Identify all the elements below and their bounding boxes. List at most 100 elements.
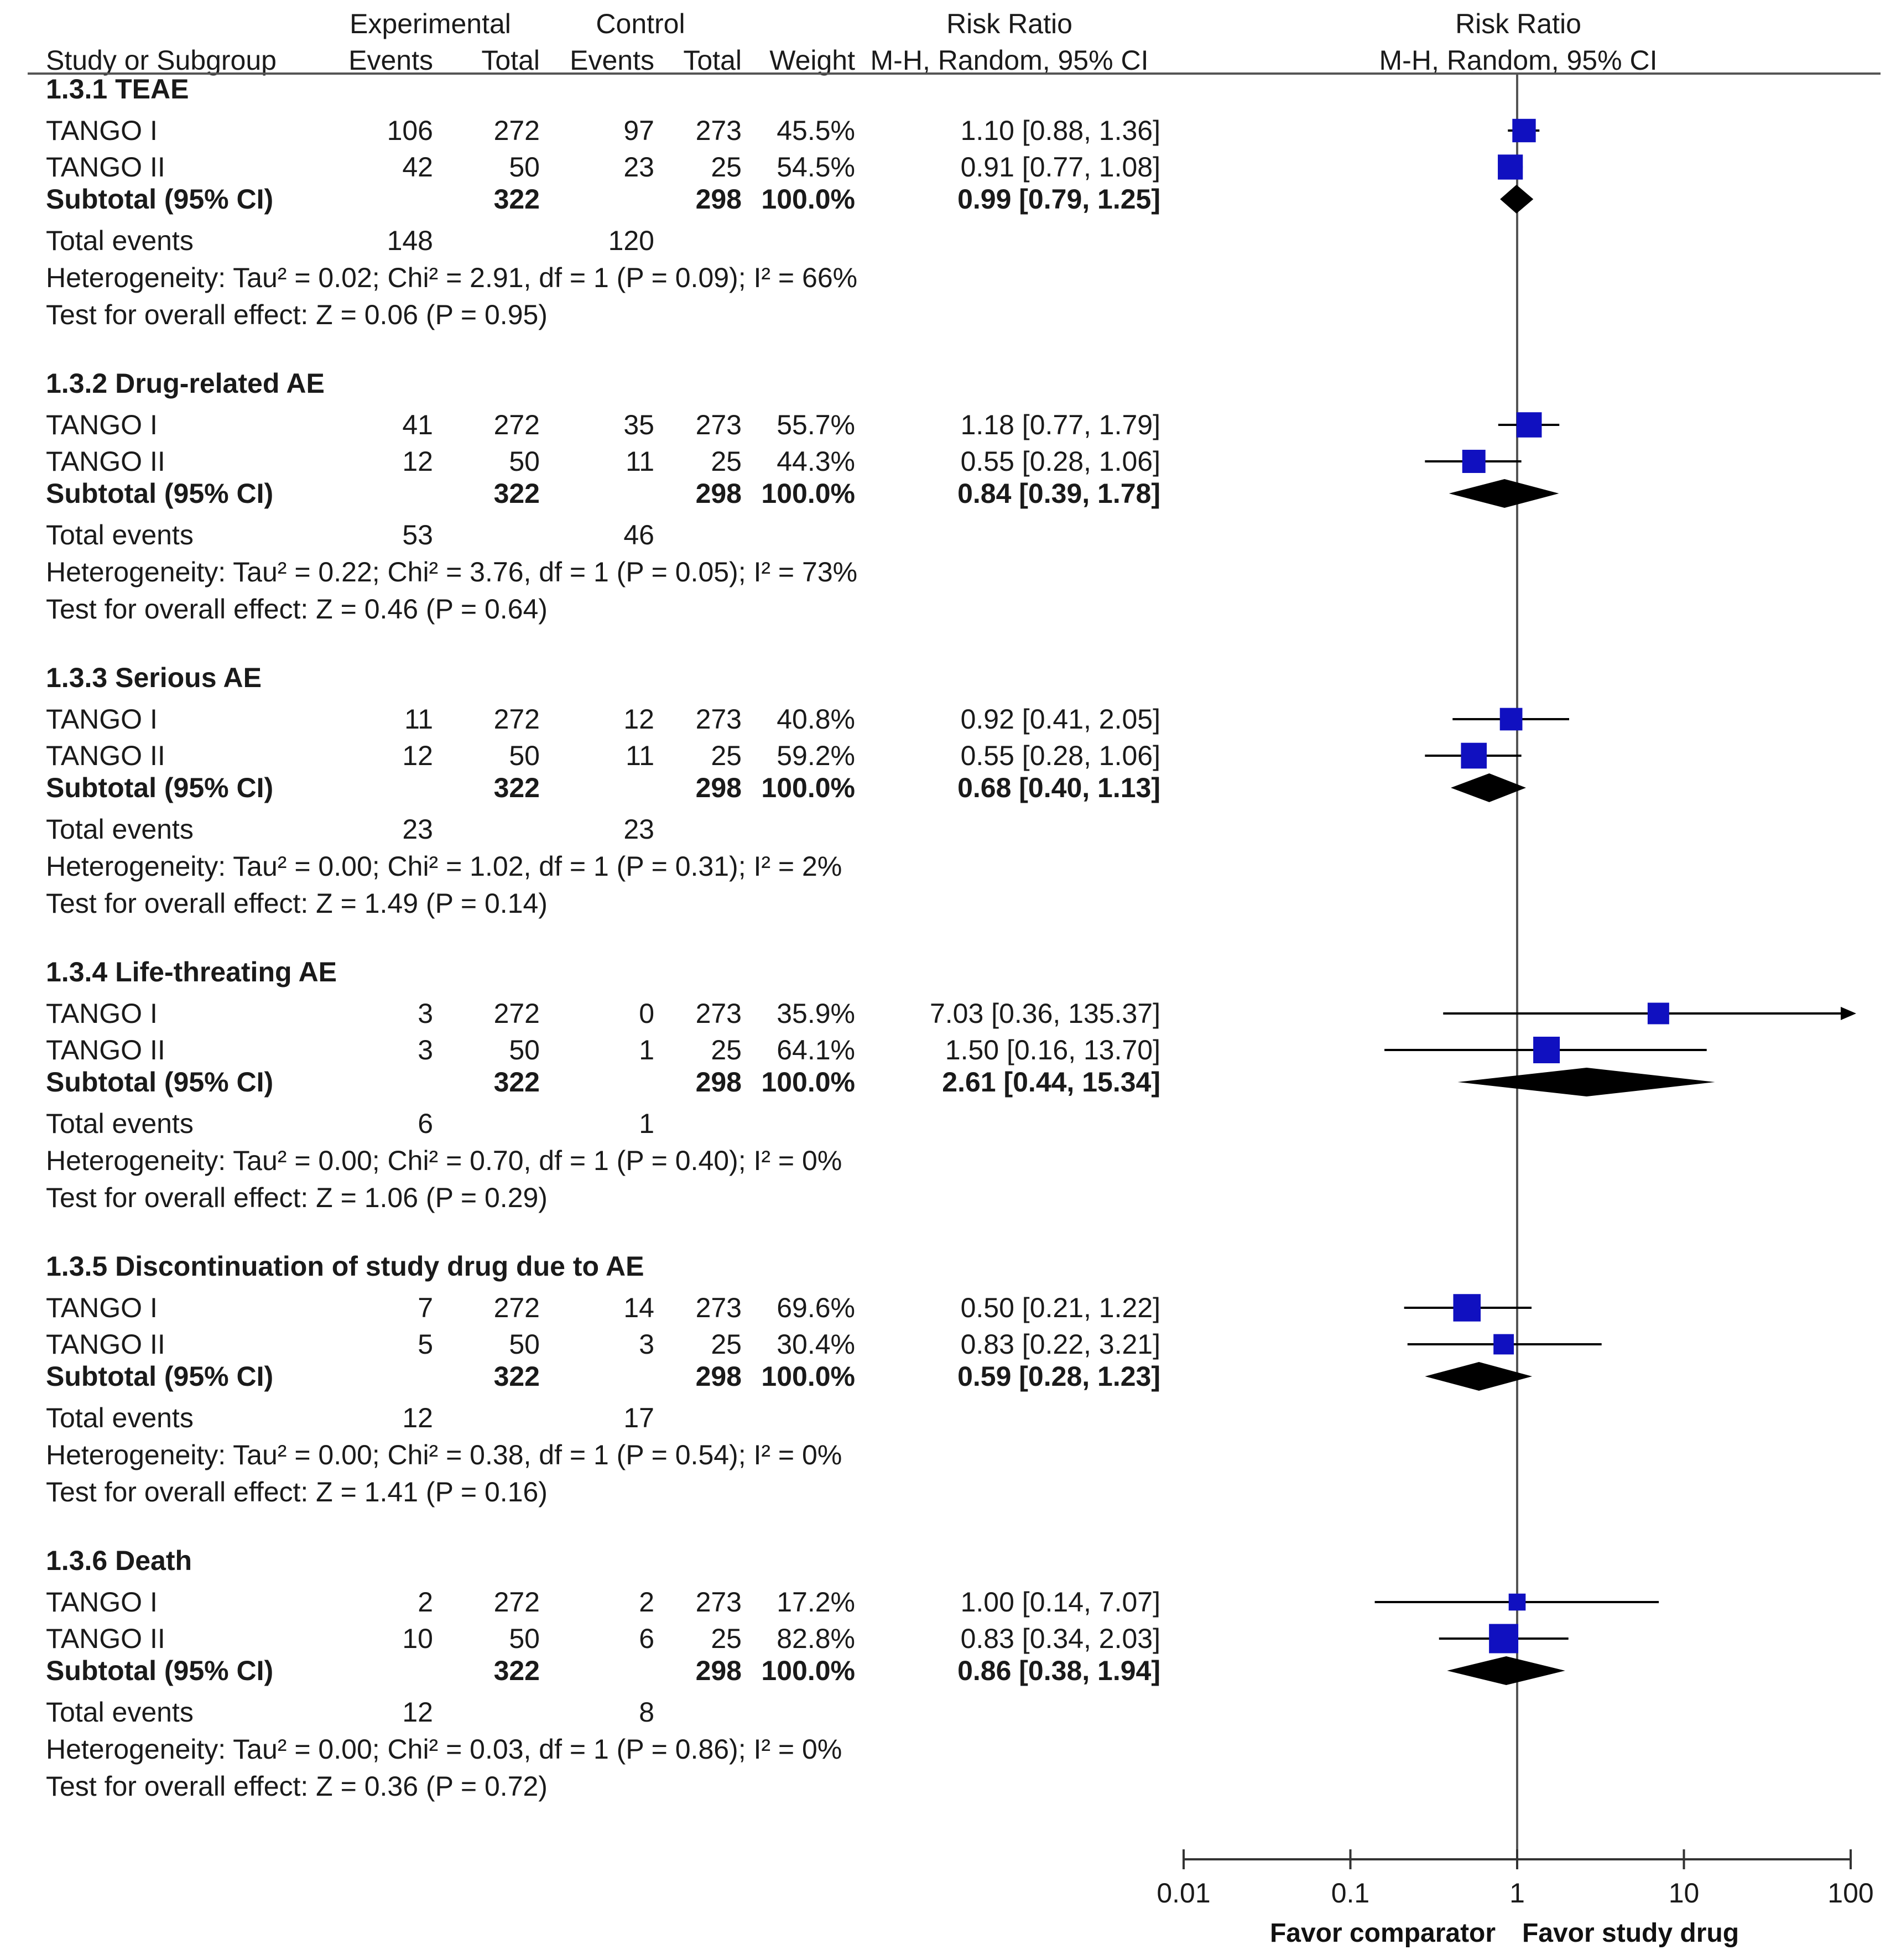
study-row: TANGO I 7 272 14 273 69.6% 0.50 [0.21, 1.22] [46, 1292, 1160, 1323]
subtotal-exp-total: 322 [494, 1655, 540, 1686]
study-row: TANGO I 2 272 2 273 17.2% 1.00 [0.14, 7.07] [46, 1587, 1160, 1618]
study-name: TANGO II [46, 1034, 165, 1065]
x-axis-tick-label: 1 [1509, 1878, 1525, 1909]
study-name: TANGO II [46, 1329, 165, 1360]
exp-total: 50 [509, 446, 540, 477]
study-row: TANGO II 5 50 3 25 30.4% 0.83 [0.22, 3.21] [46, 1329, 1160, 1360]
total-events-exp: 6 [418, 1108, 433, 1139]
exp-events: 42 [402, 152, 433, 183]
total-events-ctl: 8 [639, 1697, 654, 1728]
study-ci: 0.55 [0.28, 1.06] [961, 446, 1160, 477]
total-events-label: Total events [46, 1402, 194, 1433]
x-axis-tick-label: 0.01 [1157, 1878, 1210, 1909]
subgroup-block: 1.3.6 Death TANGO I 2 272 2 273 17.2% 1.00 [0.1… [46, 1545, 1160, 1802]
subtotal-weight: 100.0% [761, 1361, 855, 1392]
heterogeneity-text: Heterogeneity: Tau² = 0.00; Chi² = 0.38,… [46, 1439, 842, 1470]
subtotal-diamond [1500, 185, 1534, 214]
total-events-label: Total events [46, 225, 194, 256]
ctl-events: 14 [623, 1292, 654, 1323]
favor-comparator-label: Favor comparator [1270, 1919, 1496, 1948]
study-weight: 54.5% [777, 152, 855, 183]
subgroup-title: 1.3.6 Death [46, 1545, 192, 1576]
subtotal-ctl-total: 298 [696, 1655, 742, 1686]
subtotal-row: Subtotal (95% CI) 322 298 100.0% 0.59 [0.28,… [46, 1361, 1160, 1392]
header-row-1: Experimental Control Risk Ratio Risk Rat… [350, 8, 1581, 39]
total-events-row: Total events 12 8 [46, 1697, 654, 1728]
ctl-total: 273 [696, 115, 742, 146]
subgroup-title: 1.3.3 Serious AE [46, 662, 262, 693]
subtotal-exp-total: 322 [494, 1361, 540, 1392]
exp-total: 50 [509, 1623, 540, 1654]
exp-events: 5 [418, 1329, 433, 1360]
study-row: TANGO II 3 50 1 25 64.1% 1.50 [0.16, 13.70] [46, 1034, 1160, 1065]
total-events-exp: 53 [402, 519, 433, 550]
exp-events: 12 [402, 740, 433, 771]
exp-events: 10 [402, 1623, 433, 1654]
ctl-events: 1 [639, 1034, 654, 1065]
ctl-total: 273 [696, 704, 742, 735]
subtotal-exp-total: 322 [494, 1067, 540, 1098]
exp-total: 272 [494, 1587, 540, 1618]
study-point-estimate [1462, 450, 1486, 473]
subtotal-ci: 0.59 [0.28, 1.23] [957, 1361, 1160, 1392]
study-name: TANGO I [46, 1587, 158, 1618]
exp-total: 50 [509, 1329, 540, 1360]
total-events-ctl: 23 [623, 814, 654, 845]
study-weight: 64.1% [777, 1034, 855, 1065]
subtotal-label: Subtotal (95% CI) [46, 1361, 273, 1392]
study-weight: 45.5% [777, 115, 855, 146]
subtotal-row: Subtotal (95% CI) 322 298 100.0% 0.84 [0.39,… [46, 478, 1160, 509]
exp-events: 7 [418, 1292, 433, 1323]
ctl-events: 2 [639, 1587, 654, 1618]
exp-total: 272 [494, 998, 540, 1029]
subtotal-exp-total: 322 [494, 478, 540, 509]
ctl-total: 25 [711, 1034, 742, 1065]
ctl-events: 0 [639, 998, 654, 1029]
study-point-estimate [1516, 412, 1542, 438]
subtotal-row: Subtotal (95% CI) 322 298 100.0% 2.61 [0.44,… [46, 1067, 1160, 1098]
subtotal-diamond [1451, 773, 1527, 802]
subtotal-ctl-total: 298 [696, 1361, 742, 1392]
subtotal-ci: 0.99 [0.79, 1.25] [957, 184, 1160, 215]
subtotal-row: Subtotal (95% CI) 322 298 100.0% 0.86 [0.38,… [46, 1655, 1160, 1686]
study-name: TANGO II [46, 740, 165, 771]
study-row: TANGO II 42 50 23 25 54.5% 0.91 [0.77, 1.08] [46, 152, 1160, 183]
exp-total: 50 [509, 152, 540, 183]
subtotal-ci: 0.86 [0.38, 1.94] [957, 1655, 1160, 1686]
ctl-total: 25 [711, 740, 742, 771]
overall-effect-text: Test for overall effect: Z = 0.36 (P = 0… [46, 1771, 548, 1802]
study-point-estimate [1508, 1593, 1526, 1611]
study-row: TANGO II 12 50 11 25 59.2% 0.55 [0.28, 1.06] [46, 740, 1160, 771]
heterogeneity-text: Heterogeneity: Tau² = 0.00; Chi² = 1.02,… [46, 851, 842, 882]
study-row: TANGO I 11 272 12 273 40.8% 0.92 [0.41, 2.05] [46, 704, 1160, 735]
study-row: TANGO I 3 272 0 273 35.9% 7.03 [0.36, 135.37] [46, 998, 1160, 1029]
total-events-exp: 12 [402, 1402, 433, 1433]
header-row-2: Study or Subgroup Events Total Events To… [46, 45, 1657, 76]
x-axis-tick-label: 0.1 [1331, 1878, 1370, 1909]
x-axis: 0.01 0.1 1 10 100 [1157, 1849, 1874, 1909]
study-ci: 0.92 [0.41, 2.05] [961, 704, 1160, 735]
total-events-ctl: 46 [623, 519, 654, 550]
total-events-exp: 12 [402, 1697, 433, 1728]
subtotal-weight: 100.0% [761, 184, 855, 215]
subtotal-diamond [1447, 1656, 1565, 1685]
exp-events: 3 [418, 1034, 433, 1065]
study-point-estimate [1489, 1624, 1519, 1654]
ctl-total: 25 [711, 1329, 742, 1360]
subtotal-weight: 100.0% [761, 1067, 855, 1098]
overall-effect-text: Test for overall effect: Z = 1.06 (P = 0… [46, 1182, 548, 1213]
study-ci: 0.50 [0.21, 1.22] [961, 1292, 1160, 1323]
header-weight: Weight [769, 45, 855, 76]
study-weight: 59.2% [777, 740, 855, 771]
header-experimental: Experimental [350, 8, 511, 39]
overall-effect-text: Test for overall effect: Z = 1.41 (P = 0… [46, 1477, 548, 1507]
subtotal-label: Subtotal (95% CI) [46, 478, 273, 509]
header-study-or-subgroup: Study or Subgroup [46, 45, 277, 76]
total-events-ctl: 1 [639, 1108, 654, 1139]
subgroup-title: 1.3.1 TEAE [46, 74, 189, 105]
subgroup-title: 1.3.4 Life-threating AE [46, 956, 337, 987]
exp-events: 11 [404, 704, 433, 735]
study-weight: 69.6% [777, 1292, 855, 1323]
study-weight: 30.4% [777, 1329, 855, 1360]
